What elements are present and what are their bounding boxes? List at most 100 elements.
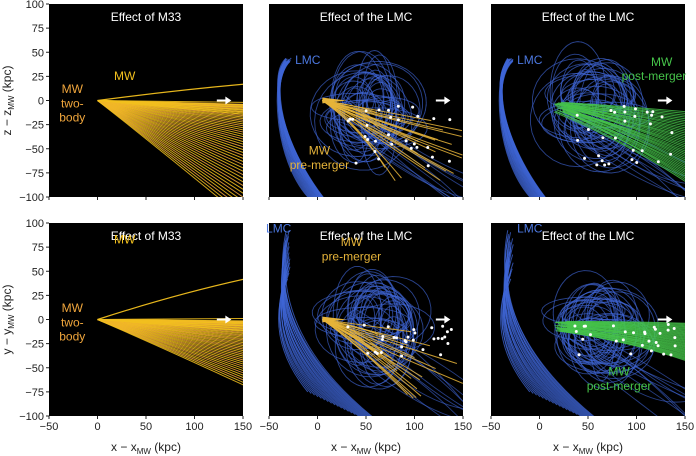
y-tick-label: 50 (32, 47, 44, 59)
series-label: pre-merger (322, 250, 381, 264)
satellite-point (613, 110, 617, 114)
satellite-point (387, 133, 391, 137)
satellite-point (373, 150, 377, 154)
y-tick-label: −50 (25, 144, 44, 156)
series-label: MW (62, 301, 84, 315)
satellite-point (430, 326, 434, 330)
mw-post-merger-trajectory (563, 104, 685, 131)
satellite-orbit (347, 131, 450, 197)
lmc-trajectory (277, 57, 324, 197)
satellite-orbit (575, 125, 685, 190)
satellite-point (411, 105, 415, 109)
satellite-orbit (360, 74, 398, 176)
satellite-orbit (558, 76, 641, 173)
satellite-point (421, 348, 425, 352)
satellite-point (346, 325, 350, 329)
series-label: MW (341, 235, 363, 249)
satellite-point (607, 162, 611, 166)
satellite-point (413, 331, 417, 335)
satellite-point (629, 352, 633, 356)
series-label: pre-merger (290, 158, 349, 172)
y-tick-label: 75 (32, 23, 44, 35)
satellite-orbit (347, 313, 463, 381)
mw-post-merger-trajectory (556, 111, 685, 181)
satellite-orbit (562, 130, 685, 197)
y-axis-label-bottom: y − yMW (kpc) (0, 285, 16, 355)
mw-post-merger-trajectory (568, 328, 685, 355)
satellite-point (635, 161, 639, 165)
satellite-point (673, 344, 677, 348)
satellite-orbit (355, 96, 420, 126)
satellite-point (609, 109, 613, 113)
x-tick-label: −50 (40, 421, 59, 433)
series-label: MW (309, 144, 331, 158)
satellite-point (600, 159, 604, 163)
x-tick-label: −50 (260, 421, 279, 433)
direction-arrowhead (666, 96, 673, 105)
mw-pre-merger-wedge (322, 316, 347, 323)
satellite-point (440, 337, 444, 341)
y-tick-label: −25 (25, 339, 44, 351)
satellite-orbit (314, 71, 413, 171)
satellite-orbit (574, 124, 685, 190)
satellite-point (432, 337, 436, 341)
trajectories (500, 230, 685, 416)
satellite-point (348, 117, 352, 121)
satellite-orbit (314, 295, 408, 363)
mw-pre-merger-trajectory (322, 319, 417, 399)
series-label: LMC (517, 222, 543, 236)
satellite-point (403, 339, 407, 343)
direction-arrowhead (444, 96, 451, 105)
panel-title: Effect of the LMC (542, 229, 635, 243)
satellite-point (672, 327, 676, 331)
series-label: LMC (266, 222, 292, 236)
satellite-point (416, 114, 420, 118)
trajectories (97, 83, 243, 197)
series-label: LMC (295, 53, 321, 67)
mw-post-merger-trajectory (565, 102, 685, 114)
y-tick-label: −50 (25, 363, 44, 375)
mw-post-merger-trajectory (567, 324, 685, 338)
satellite-point (396, 118, 400, 122)
series-label: LMC (517, 53, 543, 67)
satellite-point (631, 148, 635, 152)
satellite-orbit (531, 58, 623, 143)
y-tick-label: −25 (25, 120, 44, 132)
satellite-orbit (309, 70, 404, 158)
series-label: MW (114, 69, 136, 83)
mw-pre-merger-trajectory (322, 100, 402, 179)
satellite-point (389, 115, 393, 119)
satellite-point (346, 119, 350, 123)
y-tick-label: 75 (32, 242, 44, 254)
satellite-point (426, 146, 430, 150)
satellite-orbit (569, 338, 685, 416)
direction-arrowhead (225, 96, 232, 105)
satellite-point (611, 324, 615, 328)
satellite-point (603, 163, 607, 167)
x-tick-label: 100 (627, 421, 645, 433)
mw-post-merger-trajectory (566, 111, 685, 179)
mw-post-merger-trajectory (561, 330, 685, 361)
satellite-point (396, 104, 400, 108)
x-tick-label: 150 (234, 421, 252, 433)
satellite-point (597, 154, 601, 158)
lmc-trajectory (282, 232, 372, 416)
satellite-point (595, 163, 599, 167)
satellite-point (583, 324, 587, 328)
x-tick-label: 100 (185, 421, 203, 433)
mw-post-merger-trajectory (565, 103, 685, 127)
satellite-point (448, 118, 452, 122)
satellite-orbit (365, 75, 406, 130)
satellite-orbit (553, 85, 640, 163)
mw-post-merger-trajectory (567, 105, 685, 141)
satellite-point (441, 324, 445, 328)
y-tick-label: −100 (19, 411, 44, 423)
satellite-point (630, 158, 634, 162)
satellite-point (390, 142, 394, 146)
satellite-point (654, 340, 658, 344)
x-tick-label: 50 (140, 421, 152, 433)
satellite-point (392, 336, 396, 340)
satellite-point (647, 339, 651, 343)
